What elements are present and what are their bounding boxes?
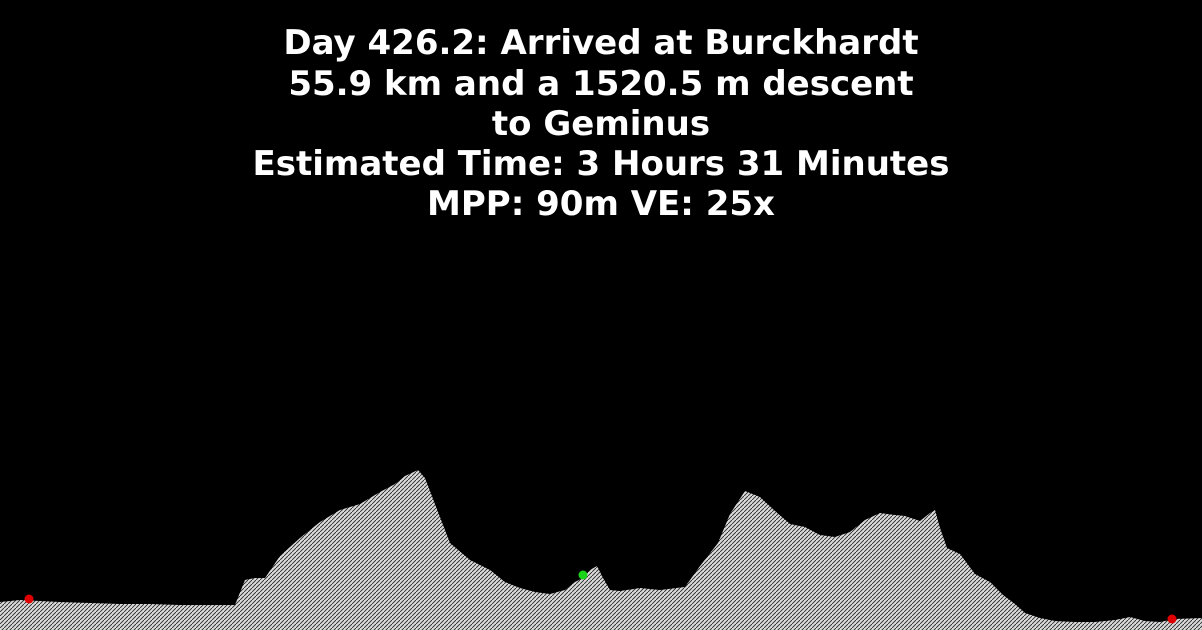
title-block: Day 426.2: Arrived at Burckhardt 55.9 km… <box>0 22 1202 224</box>
title-mpp-ve: MPP: 90m VE: 25x <box>427 184 775 224</box>
terrain-area <box>0 470 1202 630</box>
start-endpoint-marker <box>24 594 34 604</box>
title-estimated-time: Estimated Time: 3 Hours 31 Minutes <box>252 144 950 184</box>
end-endpoint-marker <box>1167 614 1177 624</box>
title-distance-descent: 55.9 km and a 1520.5 m descent <box>288 64 914 104</box>
current-position-marker <box>578 570 588 580</box>
title-destination: to Geminus <box>491 104 711 144</box>
title-day-arrival: Day 426.2: Arrived at Burckhardt <box>283 23 919 63</box>
